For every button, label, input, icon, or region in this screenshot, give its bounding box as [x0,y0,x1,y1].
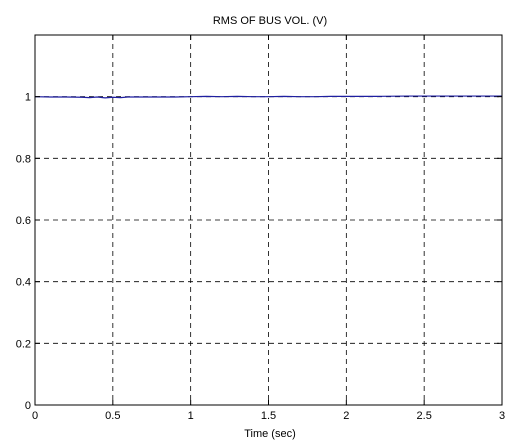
axis-ticks [34,35,503,406]
series-layer [34,95,502,99]
series-line [34,95,502,99]
y-tick-label: 0 [25,400,31,412]
x-tick-label: 0.5 [105,410,120,422]
y-tick-label: 0.4 [16,277,31,289]
x-tick-label: 0 [32,410,38,422]
grid-lines [35,35,502,405]
x-tick-label: 3 [499,410,505,422]
x-tick-label: 2.5 [417,410,432,422]
y-tick-label: 0.6 [16,215,31,227]
y-tick-label: 0.8 [16,153,31,165]
x-tick-label: 1.5 [261,410,276,422]
chart-title: RMS OF BUS VOL. (V) [213,15,327,27]
y-tick-label: 0.2 [16,338,31,350]
y-tick-label: 1 [25,92,31,104]
x-tick-label: 1 [188,410,194,422]
x-tick-label: 2 [343,410,349,422]
x-axis-label: Time (sec) [244,428,296,440]
y-axis-tick-labels: 0 0.2 0.4 0.6 0.8 1 [16,92,31,412]
x-axis-tick-labels: 0 0.5 1 1.5 2 2.5 3 [32,410,505,422]
